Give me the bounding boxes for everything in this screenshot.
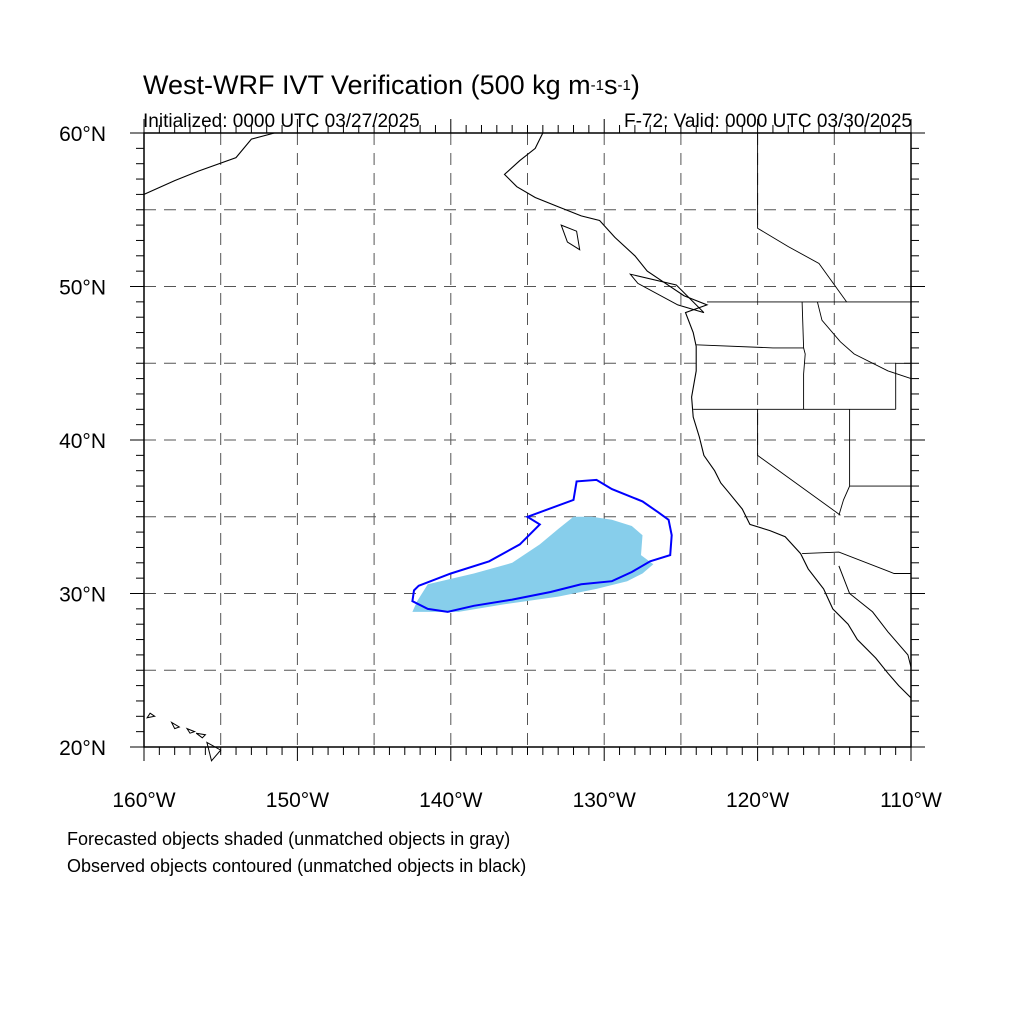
hawaii-island [195,732,207,739]
x-tick-label: 110°W [880,789,942,812]
forecast-object [412,516,654,612]
title-text: West-WRF IVT Verification (500 kg m [143,70,591,100]
x-tick-label: 130°W [573,789,636,812]
forecast-note: Forecasted objects shaded (unmatched obj… [67,829,511,849]
y-tick-label: 60°N [59,123,106,146]
political-border [838,409,851,516]
map-title: West-WRF IVT Verification (500 kg m-1s-1… [143,70,640,101]
legend-notes: Forecasted objects shaded (unmatched obj… [67,826,526,880]
x-tick-label: 160°W [112,789,175,812]
y-tick-label: 30°N [59,584,106,607]
geography [143,132,912,762]
political-border [696,344,804,349]
axis-labels: 160°W 150°W 140°W 130°W 120°W 110°W 60°N 50°N 40… [59,123,942,812]
hawaii-island [170,721,181,730]
initialized-label: Initialized: 0000 UTC 03/27/2025 [143,111,420,132]
x-tick-label: 120°W [726,789,789,812]
title-superscript-1: -1 [590,77,604,94]
title-close-paren: ) [630,70,640,100]
y-tick-label: 50°N [59,277,106,300]
political-border [802,551,911,574]
y-tick-label: 40°N [59,430,106,453]
forecast-objects [412,516,654,612]
gridlines [144,133,911,747]
gulf-of-california-coast [838,565,912,668]
alaska-coastline [143,132,275,195]
hawaii-island [185,727,197,734]
axis-ticks [130,119,925,761]
observed-objects [411,478,673,613]
bc-island [560,224,581,251]
hawaii-island [146,712,156,719]
y-tick-label: 20°N [59,737,106,760]
observed-note: Observed objects contoured (unmatched ob… [67,856,527,876]
observed-object [411,478,673,613]
hawaii-island [206,741,222,762]
x-tick-label: 150°W [266,789,329,812]
political-border [816,301,912,380]
x-tick-label: 140°W [419,789,482,812]
title-unit-s: s [603,70,618,100]
political-border [757,409,841,516]
bc-island [628,273,705,314]
coastline [503,132,912,699]
political-border [895,362,911,410]
political-border [757,133,847,303]
title-superscript-2: -1 [617,77,631,94]
political-border [801,301,806,410]
